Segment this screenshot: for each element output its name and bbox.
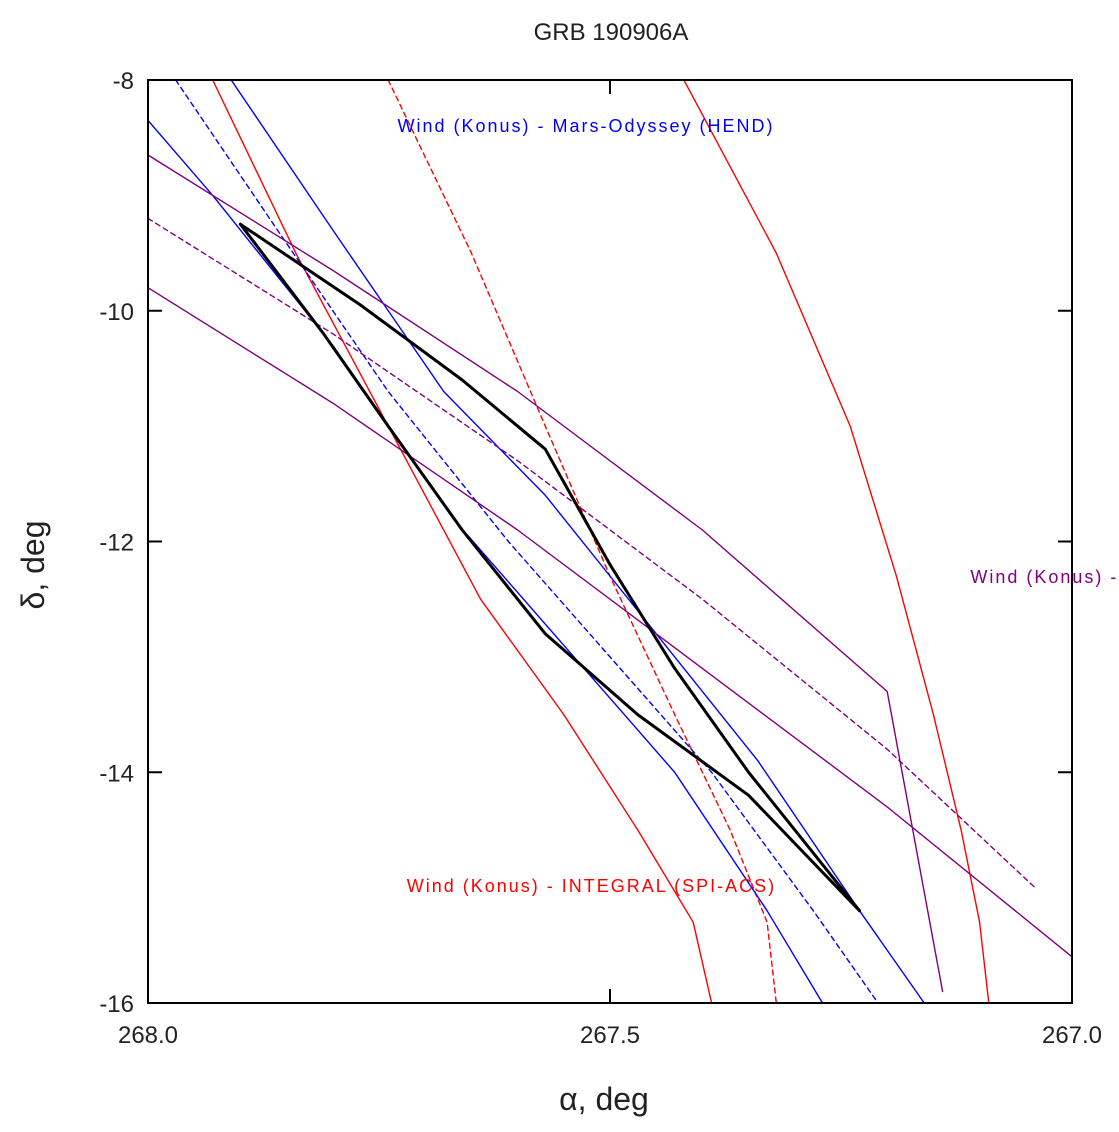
y-tick-label: -8 <box>113 68 134 95</box>
series-line-1 <box>211 80 713 1003</box>
series-line-6 <box>230 80 925 1003</box>
series-line-5 <box>174 80 879 1003</box>
y-tick-label: -16 <box>99 991 134 1018</box>
curve-annotation-2: Wind (Konus) - Swift (BAT) <box>970 567 1119 587</box>
annotation-layer: Wind (Konus) - Mars-Odyssey (HEND) Wind (… <box>397 116 1119 896</box>
y-axis-label: δ, deg <box>15 521 51 610</box>
series-line-11 <box>238 222 861 913</box>
series-line-4 <box>148 119 824 1003</box>
curve-annotation-3: Wind (Konus) - INTEGRAL (SPI-ACS) <box>407 876 776 896</box>
chart-title: GRB 190906A <box>534 19 689 46</box>
x-tick-label: 268.0 <box>118 1022 178 1049</box>
series-layer <box>148 80 1072 1003</box>
y-tick-label: -14 <box>99 760 134 787</box>
y-tick-label: -10 <box>99 299 134 326</box>
series-line-7 <box>148 287 1072 958</box>
series-line-3 <box>683 80 990 1003</box>
series-line-8 <box>148 217 1036 889</box>
tick-layer: 268.0 267.5 267.0 -8 -10 -12 -14 -16 <box>99 68 1102 1049</box>
plot-frame <box>147 79 1073 1004</box>
series-line-9 <box>148 154 944 993</box>
x-axis-label: α, deg <box>559 1081 649 1117</box>
x-tick-label: 267.5 <box>580 1022 640 1049</box>
y-tick-label: -12 <box>99 530 134 557</box>
x-tick-label: 267.0 <box>1042 1022 1102 1049</box>
curve-annotation-1: Wind (Konus) - Mars-Odyssey (HEND) <box>397 116 774 136</box>
series-line-10 <box>238 222 861 913</box>
